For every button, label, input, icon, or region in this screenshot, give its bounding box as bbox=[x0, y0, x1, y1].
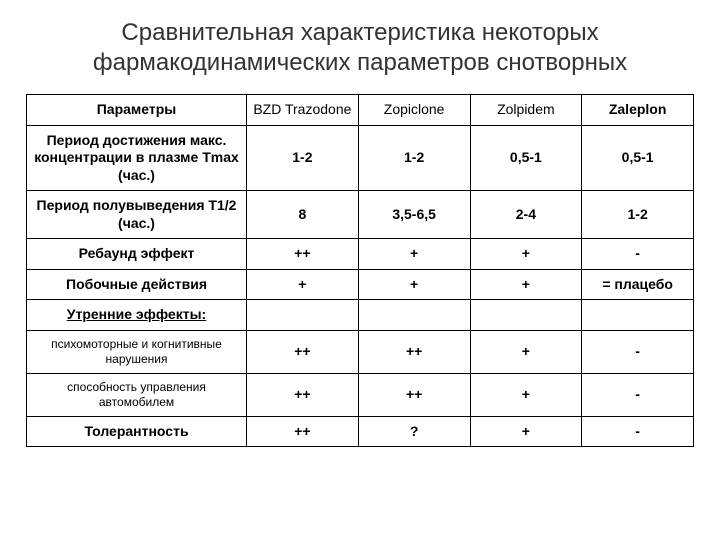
cell: 8 bbox=[247, 191, 359, 239]
row-label: Период полувыведения T1/2 (час.) bbox=[27, 191, 247, 239]
cell: 3,5-6,5 bbox=[358, 191, 470, 239]
header-parameters: Параметры bbox=[27, 95, 247, 126]
cell: 1-2 bbox=[358, 125, 470, 191]
cell: + bbox=[470, 330, 582, 373]
cell: + bbox=[247, 269, 359, 300]
cell: ++ bbox=[247, 373, 359, 416]
cell: + bbox=[470, 239, 582, 270]
row-label: Ребаунд эффект bbox=[27, 239, 247, 270]
cell: + bbox=[358, 239, 470, 270]
cell: ? bbox=[358, 416, 470, 447]
cell: + bbox=[470, 269, 582, 300]
cell: 2-4 bbox=[470, 191, 582, 239]
row-label: Толерантность bbox=[27, 416, 247, 447]
cell: 1-2 bbox=[247, 125, 359, 191]
header-drug-2: Zolpidem bbox=[470, 95, 582, 126]
cell: 1-2 bbox=[582, 191, 694, 239]
page-title: Сравнительная характеристика некоторых ф… bbox=[26, 18, 694, 78]
table-row: Период достижения макс. концентрации в п… bbox=[27, 125, 694, 191]
cell bbox=[582, 300, 694, 331]
header-drug-3: Zaleplon bbox=[582, 95, 694, 126]
cell: ++ bbox=[358, 330, 470, 373]
cell: ++ bbox=[247, 239, 359, 270]
cell bbox=[247, 300, 359, 331]
cell: = плацебо bbox=[582, 269, 694, 300]
table-row: Толерантность++?+- bbox=[27, 416, 694, 447]
cell: ++ bbox=[247, 330, 359, 373]
cell: - bbox=[582, 416, 694, 447]
table-row: способность управления автомобилем+++++- bbox=[27, 373, 694, 416]
cell: - bbox=[582, 373, 694, 416]
table-row: Период полувыведения T1/2 (час.)83,5-6,5… bbox=[27, 191, 694, 239]
row-label: способность управления автомобилем bbox=[27, 373, 247, 416]
cell: - bbox=[582, 330, 694, 373]
cell: - bbox=[582, 239, 694, 270]
cell: 0,5-1 bbox=[470, 125, 582, 191]
cell: + bbox=[470, 416, 582, 447]
cell: 0,5-1 bbox=[582, 125, 694, 191]
row-label: Побочные действия bbox=[27, 269, 247, 300]
table-row: психомоторные и когнитивные нарушения+++… bbox=[27, 330, 694, 373]
header-drug-0: BZD Trazodone bbox=[247, 95, 359, 126]
table-body: Период достижения макс. концентрации в п… bbox=[27, 125, 694, 447]
table-row: Утренние эффекты: bbox=[27, 300, 694, 331]
comparison-table: Параметры BZD Trazodone Zopiclone Zolpid… bbox=[26, 94, 694, 447]
row-label: Период достижения макс. концентрации в п… bbox=[27, 125, 247, 191]
cell bbox=[358, 300, 470, 331]
cell: ++ bbox=[247, 416, 359, 447]
row-label: Утренние эффекты: bbox=[27, 300, 247, 331]
table-row: Ребаунд эффект++++- bbox=[27, 239, 694, 270]
cell: + bbox=[358, 269, 470, 300]
cell bbox=[470, 300, 582, 331]
table-row: Побочные действия+++= плацебо bbox=[27, 269, 694, 300]
row-label: психомоторные и когнитивные нарушения bbox=[27, 330, 247, 373]
header-drug-1: Zopiclone bbox=[358, 95, 470, 126]
cell: ++ bbox=[358, 373, 470, 416]
cell: + bbox=[470, 373, 582, 416]
